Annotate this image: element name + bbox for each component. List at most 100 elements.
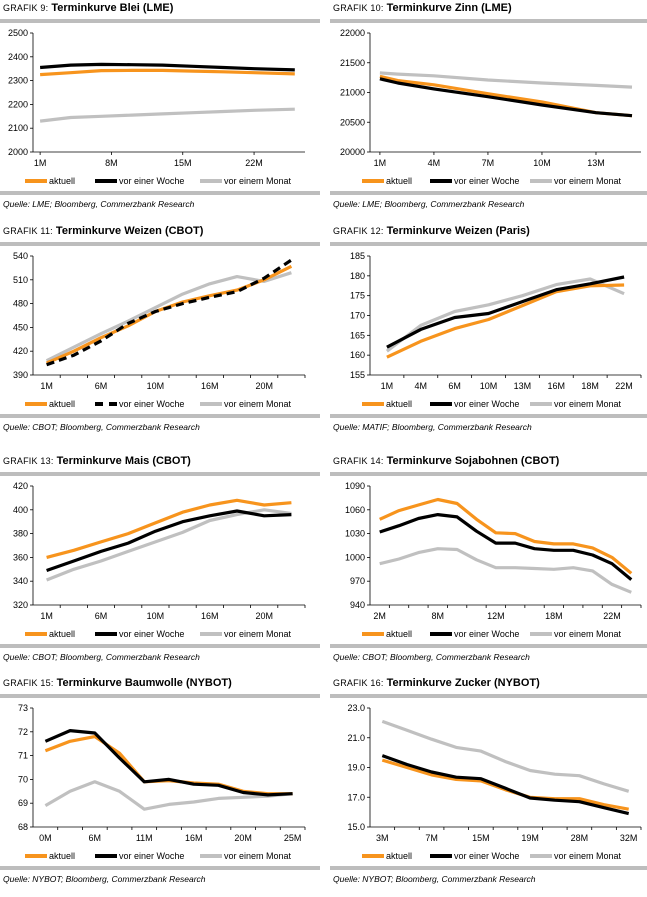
x-tick-label: 1M (40, 611, 53, 621)
legend-item-vor-einer-woche: vor einer Woche (95, 851, 184, 861)
chart-title-text: Terminkurve Mais (CBOT) (56, 455, 191, 467)
y-tick-label: 480 (13, 299, 28, 309)
y-tick-label: 380 (13, 529, 28, 539)
y-tick-label: 2100 (8, 123, 28, 133)
x-tick-label: 8M (431, 611, 444, 621)
y-tick-label: 2300 (8, 76, 28, 86)
chart-title: GRAFIK 12: Terminkurve Weizen (Paris) (333, 225, 530, 237)
legend-label: vor einer Woche (119, 851, 185, 861)
y-tick-label: 68 (18, 822, 28, 832)
y-tick-label: 420 (13, 346, 28, 356)
legend-swatch (200, 854, 222, 858)
y-tick-label: 72 (18, 727, 28, 737)
legend-swatch (25, 854, 47, 858)
legend-item-vor-einer-woche: vor einer Woche (430, 629, 519, 639)
x-tick-label: 16M (185, 833, 203, 843)
y-tick-label: 400 (13, 505, 28, 515)
chart-number: GRAFIK 11: (3, 226, 53, 236)
legend-item-vor-einer-woche: vor einer Woche (95, 629, 184, 639)
y-tick-label: 1060 (345, 505, 365, 515)
source-note: Quelle: CBOT; Bloomberg, Commerzbank Res… (3, 652, 200, 662)
series-line-vor-einer-woche (46, 258, 293, 367)
legend-item-aktuell: aktuell (25, 851, 75, 861)
series-line-aktuell (379, 497, 633, 575)
x-tick-label: 25M (284, 833, 302, 843)
chart-panel: GRAFIK 12: Terminkurve Weizen (Paris) 155… (330, 223, 647, 445)
y-tick-label: 185 (350, 251, 365, 261)
y-tick-label: 21500 (340, 58, 365, 68)
legend-item-vor-einem-monat: vor einem Monat (530, 399, 621, 409)
legend: aktuell vor einer Woche vor einem Monat (0, 399, 320, 411)
legend-item-aktuell: aktuell (25, 399, 75, 409)
legend-item-vor-einem-monat: vor einem Monat (200, 399, 291, 409)
chart-number: GRAFIK 9: (3, 3, 49, 13)
series-line-aktuell (40, 68, 295, 77)
legend-label: vor einer Woche (454, 176, 520, 186)
legend-label: vor einer Woche (119, 629, 185, 639)
x-tick-label: 1M (381, 381, 394, 391)
x-tick-label: 13M (514, 381, 532, 391)
legend: aktuell vor einer Woche vor einem Monat (0, 851, 320, 863)
chart-number: GRAFIK 16: (333, 678, 384, 688)
chart-title-text: Terminkurve Zinn (LME) (386, 2, 512, 14)
x-tick-label: 1M (40, 381, 53, 391)
bottom-rule (330, 191, 647, 195)
y-tick-label: 20000 (340, 147, 365, 157)
legend-label: vor einem Monat (224, 629, 292, 639)
x-tick-label: 20M (234, 833, 252, 843)
y-tick-label: 22000 (340, 28, 365, 38)
y-tick-label: 540 (13, 251, 28, 261)
legend-item-aktuell: aktuell (25, 629, 75, 639)
y-tick-label: 19.0 (347, 763, 365, 773)
legend-swatch (430, 402, 452, 406)
legend-swatch (530, 402, 552, 406)
chart-title-text: Terminkurve Blei (LME) (51, 2, 174, 14)
chart-plot: 68 69 70 71 72 73 0M 6M 11M 16M 20M 25M (18, 703, 306, 843)
legend-swatch (530, 854, 552, 858)
source-note: Quelle: CBOT; Bloomberg, Commerzbank Res… (333, 652, 530, 662)
x-tick-label: 8M (105, 158, 118, 168)
chart-panel: GRAFIK 15: Terminkurve Baumwolle (NYBOT)… (0, 675, 320, 897)
bottom-rule (0, 644, 320, 648)
legend-label: vor einer Woche (119, 176, 185, 186)
chart-plot: 20000 20500 21000 21500 22000 1M 4M 7M 10M 13M (340, 28, 641, 168)
x-tick-label: 1M (34, 158, 47, 168)
x-tick-label: 7M (482, 158, 495, 168)
x-tick-label: 15M (174, 158, 192, 168)
title-rule (0, 19, 320, 23)
y-tick-label: 1090 (345, 481, 365, 491)
legend-label: aktuell (49, 176, 76, 186)
chart-panel: GRAFIK 11: Terminkurve Weizen (CBOT) 390 4… (0, 223, 320, 445)
title-rule (330, 472, 647, 476)
title-rule (0, 242, 320, 246)
legend-swatch (530, 632, 552, 636)
legend-swatch (362, 402, 384, 406)
bottom-rule (0, 191, 320, 195)
x-tick-label: 19M (521, 833, 539, 843)
x-tick-label: 16M (201, 381, 219, 391)
x-tick-label: 18M (545, 611, 563, 621)
series-line-vor-einem-monat (379, 547, 632, 594)
x-tick-label: 2M (373, 611, 386, 621)
legend-item-aktuell: aktuell (362, 629, 412, 639)
legend-swatch (95, 179, 117, 183)
x-tick-label: 13M (587, 158, 605, 168)
y-tick-label: 390 (13, 370, 28, 380)
chart-number: GRAFIK 15: (3, 678, 54, 688)
chart-plot: 155 160 165 170 175 180 185 1M 4M 6M 10M 13M 16M 18M 2… (350, 251, 642, 391)
source-note: Quelle: NYBOT; Bloomberg, Commerzbank Re… (333, 874, 536, 884)
y-tick-label: 2400 (8, 52, 28, 62)
series-line-vor-einem-monat (381, 719, 630, 793)
legend-label: vor einer Woche (454, 629, 520, 639)
x-tick-label: 12M (487, 611, 505, 621)
x-tick-label: 10M (533, 158, 551, 168)
legend-swatch (430, 854, 452, 858)
chart-panel: GRAFIK 9: Terminkurve Blei (LME) 2000 2100… (0, 0, 320, 222)
x-tick-label: 1M (374, 158, 387, 168)
legend-label: vor einer Woche (454, 399, 520, 409)
legend-label: vor einer Woche (454, 851, 520, 861)
chart-plot: 940 970 1000 1030 1060 1090 2M 8M 12M 18M 22M (345, 481, 642, 621)
chart-title: GRAFIK 10: Terminkurve Zinn (LME) (333, 2, 512, 14)
y-tick-label: 2200 (8, 99, 28, 109)
legend-item-vor-einer-woche: vor einer Woche (430, 399, 519, 409)
